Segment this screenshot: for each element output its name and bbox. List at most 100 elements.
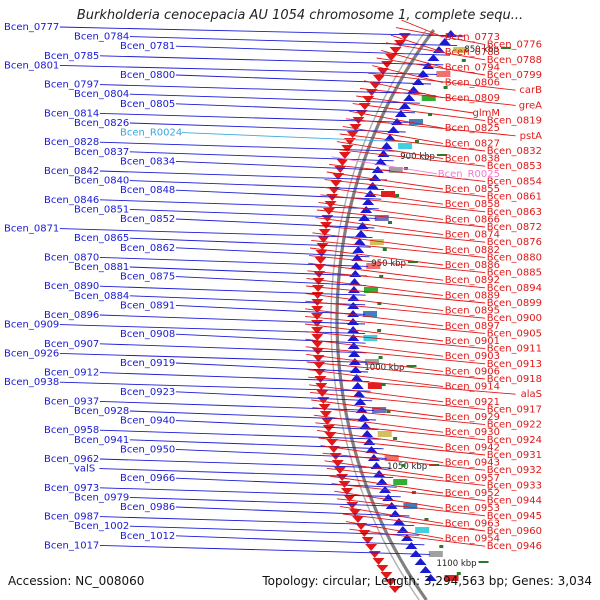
gene-label-right[interactable]: glmM bbox=[473, 108, 501, 119]
gene-label-right[interactable]: Bcen_0906 bbox=[445, 366, 500, 377]
gene-label-left[interactable]: Bcen_R0024 bbox=[120, 128, 182, 139]
gene-label-right[interactable]: Bcen_0954 bbox=[445, 534, 500, 545]
gene-label-right[interactable]: Bcen_0895 bbox=[445, 306, 500, 317]
gene-label-right[interactable]: Bcen_0858 bbox=[445, 199, 500, 210]
gene-label-right[interactable]: Bcen_0776 bbox=[487, 40, 542, 51]
gene-label-left[interactable]: Bcen_1017 bbox=[44, 540, 99, 551]
plus-strand-gene-marker[interactable] bbox=[311, 341, 324, 348]
gene-label-left[interactable]: Bcen_0797 bbox=[44, 80, 99, 91]
plus-strand-gene-marker[interactable] bbox=[322, 425, 335, 432]
gene-label-right[interactable]: Bcen_0911 bbox=[487, 344, 542, 355]
plus-strand-gene-marker[interactable] bbox=[311, 313, 324, 320]
gene-label-left[interactable]: Bcen_0777 bbox=[4, 22, 59, 33]
gene-label-left[interactable]: Bcen_1002 bbox=[74, 521, 129, 532]
gene-label-right[interactable]: Bcen_0886 bbox=[445, 260, 500, 271]
gene-label-left[interactable]: Bcen_0852 bbox=[120, 214, 175, 225]
plus-strand-gene-marker[interactable] bbox=[394, 40, 407, 47]
gene-label-right[interactable]: Bcen_0866 bbox=[445, 214, 500, 225]
gene-label-right[interactable]: Bcen_0905 bbox=[487, 328, 542, 339]
plus-strand-gene-marker[interactable] bbox=[346, 131, 359, 138]
gene-label-right[interactable]: Bcen_0838 bbox=[445, 154, 500, 165]
gene-label-right[interactable]: Bcen_0900 bbox=[487, 313, 542, 324]
plus-strand-gene-marker[interactable] bbox=[326, 439, 339, 446]
gene-label-left[interactable]: Bcen_0840 bbox=[74, 176, 129, 187]
plus-strand-gene-marker[interactable] bbox=[332, 173, 345, 180]
minus-strand-feature-block[interactable] bbox=[372, 407, 387, 413]
minus-strand-gene-marker[interactable] bbox=[414, 558, 427, 565]
gene-label-right[interactable]: Bcen_0855 bbox=[445, 184, 500, 195]
minus-strand-feature-block[interactable] bbox=[388, 167, 403, 173]
plus-strand-gene-marker[interactable] bbox=[349, 124, 362, 131]
minus-strand-gene-marker[interactable] bbox=[427, 54, 440, 61]
gene-label-left[interactable]: Bcen_0837 bbox=[74, 147, 129, 158]
gene-label-left[interactable]: Bcen_0814 bbox=[44, 108, 99, 119]
gene-label-left[interactable]: Bcen_0966 bbox=[120, 473, 175, 484]
gene-label-right[interactable]: Bcen_0882 bbox=[445, 245, 500, 256]
gene-label-left[interactable]: Bcen_0940 bbox=[120, 416, 175, 427]
plus-strand-gene-marker[interactable] bbox=[313, 264, 326, 271]
gene-label-right[interactable]: Bcen_0929 bbox=[445, 412, 500, 423]
gene-label-left[interactable]: Bcen_0881 bbox=[74, 262, 129, 273]
gene-label-right[interactable]: Bcen_0921 bbox=[445, 397, 500, 408]
gene-label-right[interactable]: Bcen_0788 bbox=[487, 55, 542, 66]
gene-label-right[interactable]: pstA bbox=[520, 131, 542, 142]
minus-strand-feature-block[interactable] bbox=[436, 71, 451, 77]
plus-strand-gene-marker[interactable] bbox=[389, 47, 402, 54]
gene-label-right[interactable]: Bcen_0942 bbox=[445, 442, 500, 453]
gene-label-left[interactable]: Bcen_0785 bbox=[44, 51, 99, 62]
plus-strand-gene-marker[interactable] bbox=[334, 166, 347, 173]
gene-label-right[interactable]: Bcen_0932 bbox=[487, 465, 542, 476]
gene-label-right[interactable]: Bcen_0854 bbox=[487, 176, 542, 187]
minus-strand-gene-marker[interactable] bbox=[424, 574, 437, 581]
minus-strand-feature-block[interactable] bbox=[421, 95, 436, 101]
gene-label-left[interactable]: Bcen_0958 bbox=[44, 425, 99, 436]
minus-strand-gene-marker[interactable] bbox=[350, 374, 363, 381]
minus-strand-gene-marker[interactable] bbox=[354, 230, 367, 237]
gene-label-right[interactable]: Bcen_0957 bbox=[445, 473, 500, 484]
plus-strand-gene-marker[interactable] bbox=[368, 551, 381, 558]
gene-label-right[interactable]: Bcen_0913 bbox=[487, 359, 542, 370]
minus-strand-feature-block[interactable] bbox=[364, 287, 379, 293]
gene-label-right[interactable]: Bcen_0809 bbox=[445, 93, 500, 104]
plus-strand-gene-marker[interactable] bbox=[388, 586, 401, 593]
gene-label-left[interactable]: Bcen_0919 bbox=[120, 358, 175, 369]
minus-strand-gene-marker[interactable] bbox=[361, 430, 374, 437]
gene-label-left[interactable]: Bcen_0909 bbox=[4, 320, 59, 331]
minus-strand-gene-marker[interactable] bbox=[438, 38, 451, 45]
minus-strand-gene-marker[interactable] bbox=[403, 94, 416, 101]
minus-strand-feature-block[interactable] bbox=[366, 263, 381, 269]
gene-label-right[interactable]: Bcen_0825 bbox=[445, 123, 500, 134]
minus-strand-gene-marker[interactable] bbox=[373, 470, 386, 477]
gene-label-left[interactable]: Bcen_0871 bbox=[4, 224, 59, 235]
gene-label-right[interactable]: Bcen_0773 bbox=[445, 32, 500, 43]
plus-strand-gene-marker[interactable] bbox=[385, 54, 398, 61]
minus-strand-gene-marker[interactable] bbox=[353, 238, 366, 245]
minus-strand-feature-block[interactable] bbox=[409, 119, 424, 125]
minus-strand-gene-marker[interactable] bbox=[354, 398, 367, 405]
gene-label-right[interactable]: Bcen_0827 bbox=[445, 138, 500, 149]
minus-strand-feature-block[interactable] bbox=[384, 455, 399, 461]
gene-label-right[interactable]: Bcen_0897 bbox=[445, 321, 500, 332]
gene-label-right[interactable]: carB bbox=[519, 85, 542, 96]
minus-strand-gene-marker[interactable] bbox=[348, 358, 361, 365]
gene-label-right[interactable]: Bcen_0885 bbox=[487, 268, 542, 279]
plus-strand-gene-marker[interactable] bbox=[380, 572, 393, 579]
minus-strand-gene-marker[interactable] bbox=[365, 446, 378, 453]
plus-strand-gene-marker[interactable] bbox=[318, 404, 331, 411]
minus-strand-gene-marker[interactable] bbox=[360, 206, 373, 213]
gene-label-left[interactable]: Bcen_0937 bbox=[44, 396, 99, 407]
minus-strand-feature-block[interactable] bbox=[369, 239, 384, 245]
gene-label-left[interactable]: Bcen_0923 bbox=[120, 387, 175, 398]
gene-label-left[interactable]: Bcen_0890 bbox=[44, 281, 99, 292]
gene-label-left[interactable]: Bcen_0875 bbox=[120, 272, 175, 283]
gene-label-right[interactable]: Bcen_0889 bbox=[445, 290, 500, 301]
plus-strand-gene-marker[interactable] bbox=[312, 285, 325, 292]
gene-label-right[interactable]: Bcen_0892 bbox=[445, 275, 500, 286]
gene-label-left[interactable]: Bcen_0805 bbox=[120, 99, 175, 110]
gene-label-right[interactable]: Bcen_0943 bbox=[445, 458, 500, 469]
plus-strand-gene-marker[interactable] bbox=[315, 250, 328, 257]
minus-strand-gene-marker[interactable] bbox=[347, 286, 360, 293]
plus-strand-gene-marker[interactable] bbox=[352, 516, 365, 523]
gene-label-right[interactable]: greA bbox=[519, 100, 542, 111]
gene-label-left[interactable]: Bcen_0891 bbox=[120, 300, 175, 311]
